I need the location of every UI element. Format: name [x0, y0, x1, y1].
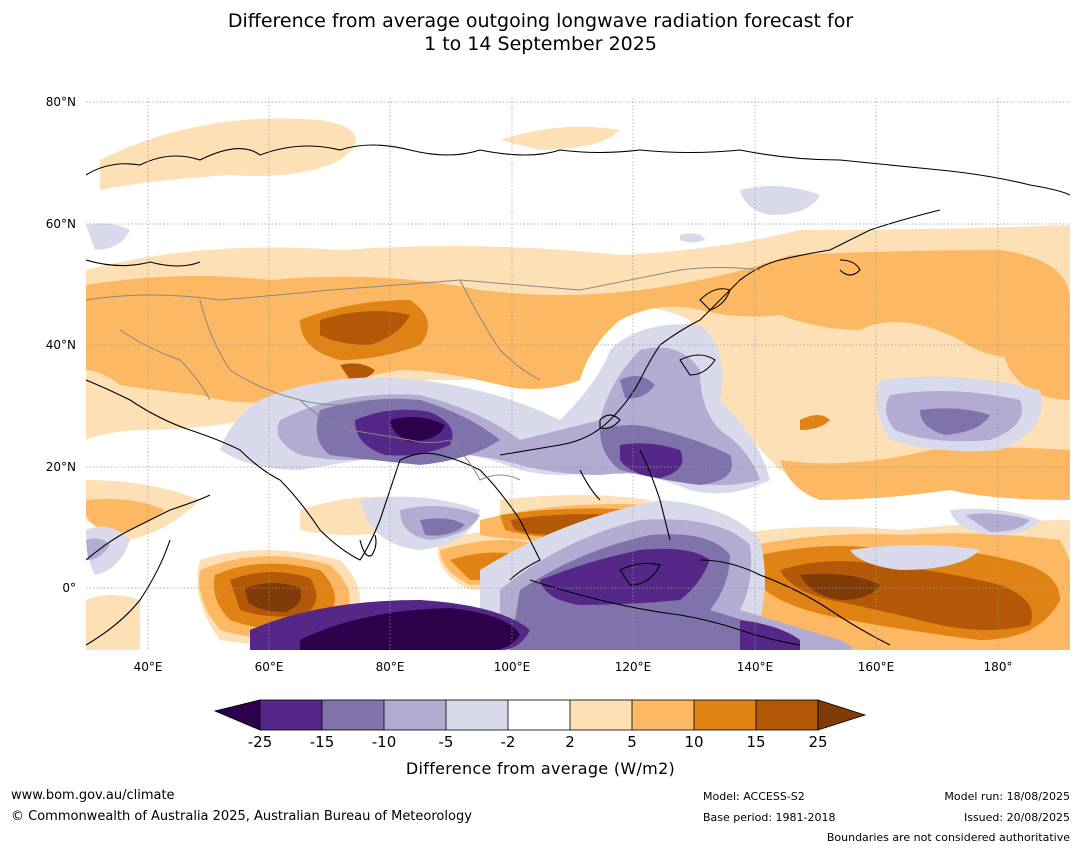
colorbar-tick: -15	[309, 733, 335, 751]
base-period-text: Base period: 1981-2018	[703, 811, 836, 824]
colorbar-tick: 10	[684, 733, 704, 751]
lon-label-120e: 120°E	[614, 660, 652, 674]
colorbar-tick: 5	[627, 733, 637, 751]
lon-label-180: 180°	[983, 660, 1013, 674]
colorbar-tick: -10	[371, 733, 397, 751]
colorbar-cell	[322, 700, 384, 730]
olr-anomaly-map	[86, 98, 1070, 650]
chart-title-line1: Difference from average outgoing longwav…	[227, 10, 854, 32]
lon-label-60e: 60°E	[254, 660, 284, 674]
anomaly-below-25-fill	[300, 416, 520, 650]
copyright-text: © Commonwealth of Australia 2025, Austra…	[11, 809, 472, 824]
colorbar-tick: -25	[247, 733, 273, 751]
colorbar-cell	[756, 700, 818, 730]
issued-text: Issued: 20/08/2025	[963, 811, 1070, 824]
chart-title-line2: 1 to 14 September 2025	[424, 33, 657, 55]
colorbar-tick: 25	[808, 733, 828, 751]
colorbar-cell	[384, 700, 446, 730]
colorbar-tick: -5	[438, 733, 454, 751]
colorbar-cell	[632, 700, 694, 730]
lat-label-60n: 60°N	[45, 217, 76, 231]
colorbar-cell	[446, 700, 508, 730]
colorbar-cell	[260, 700, 322, 730]
colorbar-cell	[694, 700, 756, 730]
graticule	[86, 98, 1070, 650]
colorbar-tick: 15	[746, 733, 766, 751]
lon-label-80e: 80°E	[375, 660, 405, 674]
coastlines	[86, 144, 1070, 646]
colorbar-high-extend	[817, 699, 867, 731]
website-link[interactable]: www.bom.gov.au/climate	[11, 788, 175, 803]
colorbar-tick: -2	[500, 733, 516, 751]
model-text: Model: ACCESS-S2	[703, 790, 805, 803]
colorbar-cell	[508, 700, 570, 730]
disclaimer-text: Boundaries are not considered authoritat…	[826, 831, 1070, 844]
anomaly-above-25-fill	[245, 573, 880, 612]
lat-label-equator: 0°	[62, 581, 76, 595]
lat-label-80n: 80°N	[45, 95, 76, 109]
lon-label-100e: 100°E	[493, 660, 531, 674]
colorbar-low-extend	[213, 699, 261, 731]
lat-label-20n: 20°N	[45, 460, 76, 474]
lat-label-40n: 40°N	[45, 338, 76, 352]
lon-label-160e: 160°E	[857, 660, 895, 674]
colorbar-dividers	[321, 700, 757, 730]
country-boundaries	[86, 267, 761, 481]
lon-label-40e: 40°E	[133, 660, 163, 674]
colorbar-cell	[570, 700, 632, 730]
model-run-text: Model run: 18/08/2025	[944, 790, 1070, 803]
colorbar	[213, 699, 867, 731]
colorbar-tick: 2	[565, 733, 575, 751]
lon-label-140e: 140°E	[736, 660, 774, 674]
colorbar-title: Difference from average (W/m2)	[405, 759, 676, 778]
